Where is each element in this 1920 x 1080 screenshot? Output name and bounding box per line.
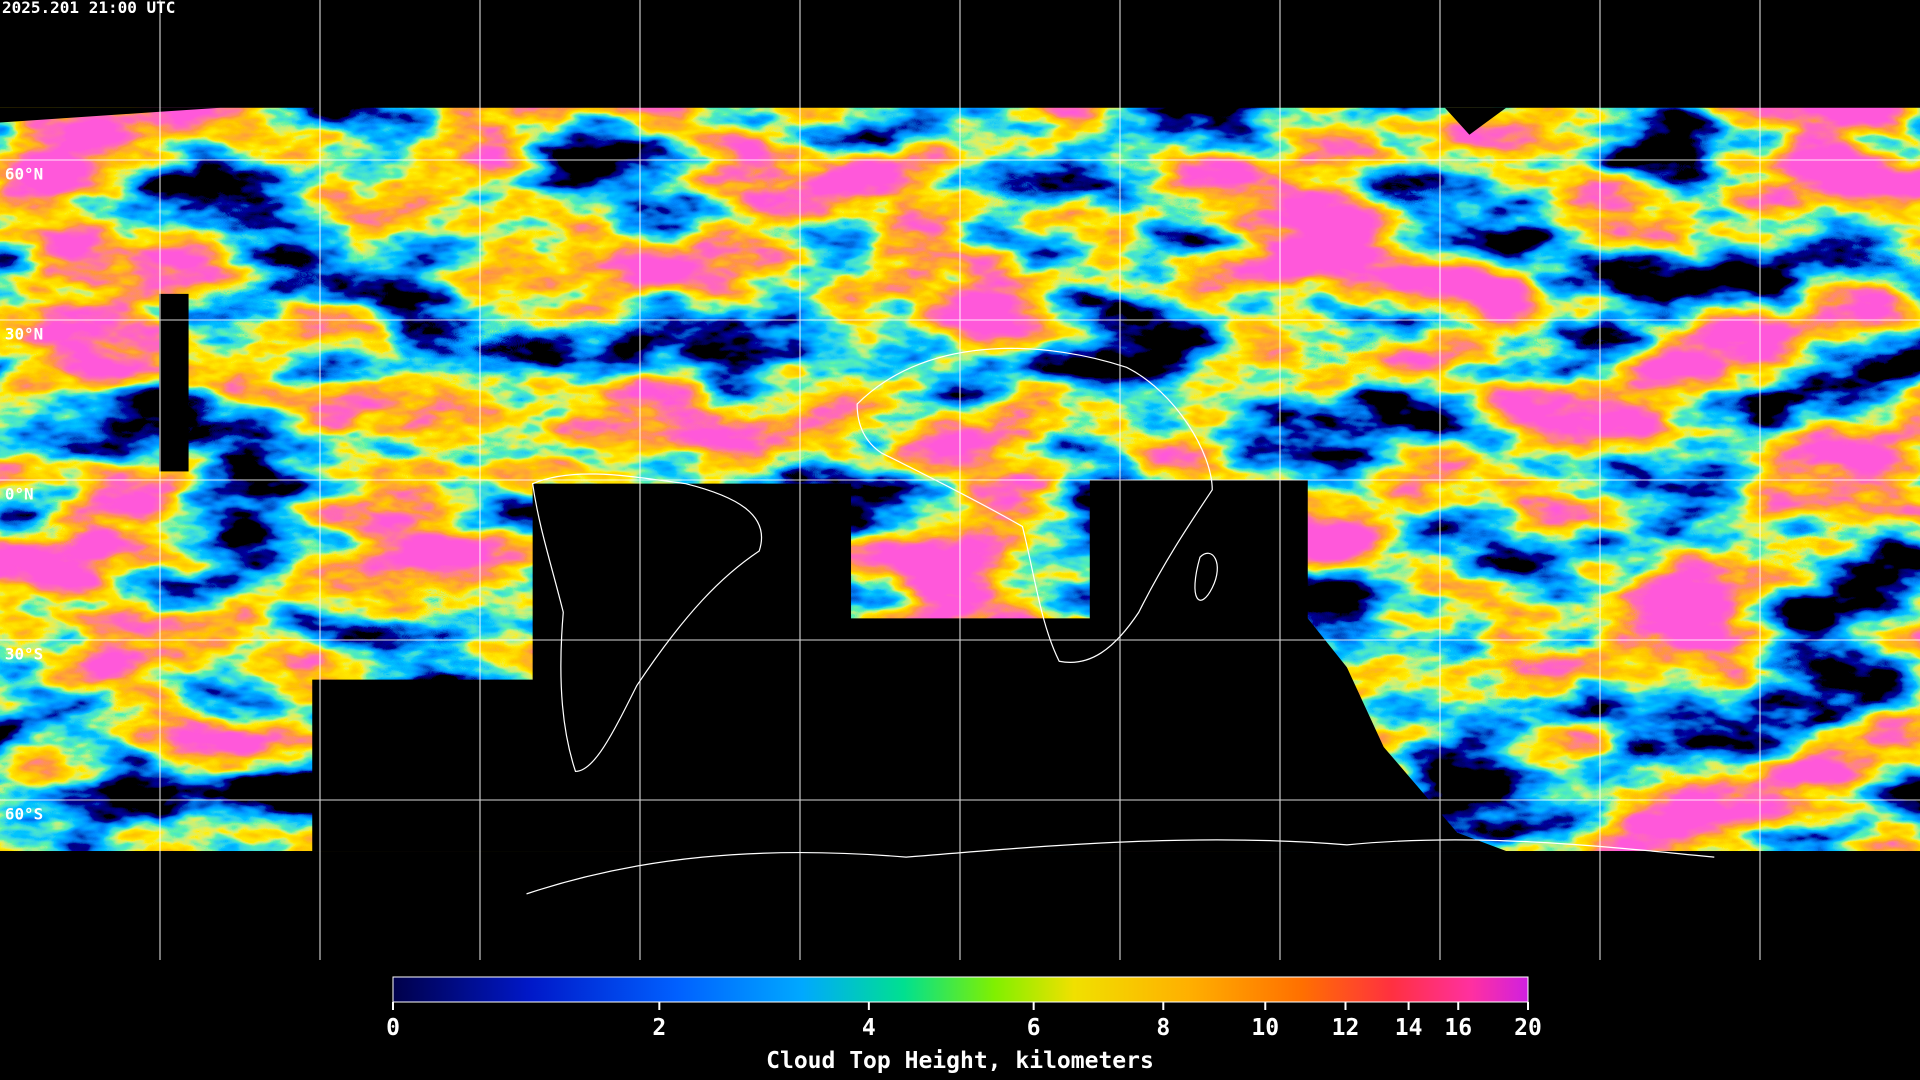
colorbar-tick-label: 20 [1514, 1015, 1542, 1041]
colorbar-tick-label: 16 [1444, 1015, 1472, 1041]
colorbar-tick-label: 10 [1251, 1015, 1279, 1041]
latitude-label: 30°S [5, 645, 43, 664]
latitude-label: 30°N [5, 325, 43, 344]
colorbar-tick-label: 12 [1332, 1015, 1360, 1041]
colorbar-tick-label: 14 [1395, 1015, 1423, 1041]
colorbar-tick-label: 4 [862, 1015, 876, 1041]
timestamp: 2025.201 21:00 UTC [2, 0, 175, 17]
colorbar [392, 976, 1529, 1003]
colorbar-tick-label: 8 [1156, 1015, 1170, 1041]
colorbar-tick-label: 2 [652, 1015, 666, 1041]
latitude-label: 60°N [5, 165, 43, 184]
graticule [0, 0, 1920, 961]
colorbar-title: Cloud Top Height, kilometers [766, 1048, 1154, 1074]
colorbar-tick-label: 0 [386, 1015, 400, 1041]
colorbar-tick-label: 6 [1027, 1015, 1041, 1041]
latitude-label: 60°S [5, 805, 43, 824]
coastlines [526, 347, 1715, 895]
map: 60°N 30°N 0°N 30°S 60°S [0, 0, 1920, 962]
latitude-label: 0°N [5, 485, 34, 504]
